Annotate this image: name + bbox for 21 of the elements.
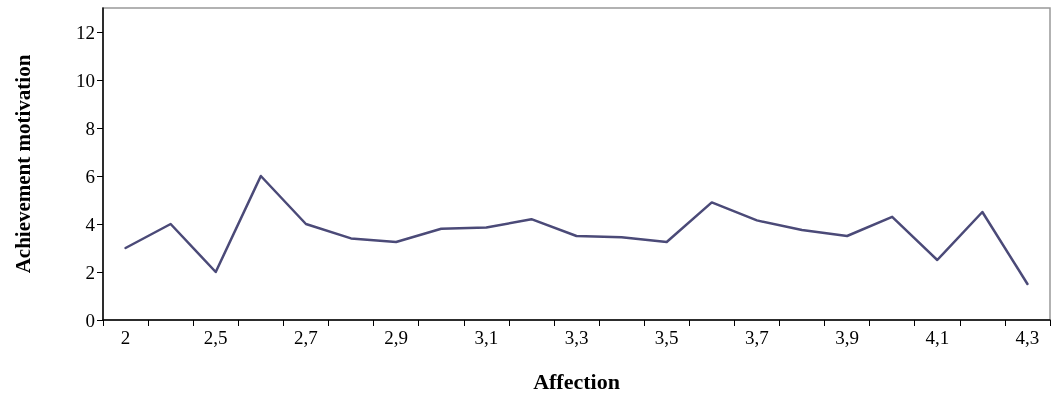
- y-tick-label: 4: [85, 213, 96, 235]
- x-tick-label: 4,1: [925, 327, 950, 348]
- x-tick-label: 2,9: [384, 327, 408, 348]
- x-tick-label: 2,5: [203, 327, 228, 348]
- x-tick-label: 4,3: [1015, 327, 1040, 348]
- x-axis-title: Affection: [533, 368, 620, 394]
- y-axis-title: Achievement motivation: [10, 54, 35, 274]
- x-tick-label: 3,5: [654, 327, 679, 348]
- x-tick-label: 2,7: [294, 327, 318, 348]
- x-tick-label: 2: [120, 327, 131, 348]
- x-tick-label: 3,7: [745, 327, 769, 348]
- x-tick-label: 3,9: [835, 327, 859, 348]
- y-tick-label: 10: [76, 69, 95, 91]
- x-tick-label: 3,1: [474, 327, 499, 348]
- y-tick-label: 8: [85, 117, 95, 139]
- line-series: [124, 174, 1029, 286]
- y-tick-label: 6: [85, 165, 95, 187]
- y-tick-label: 2: [85, 261, 95, 283]
- y-tick-label: 0: [85, 309, 95, 331]
- y-tick-label: 12: [76, 21, 95, 43]
- x-tick-label: 3,3: [564, 327, 589, 348]
